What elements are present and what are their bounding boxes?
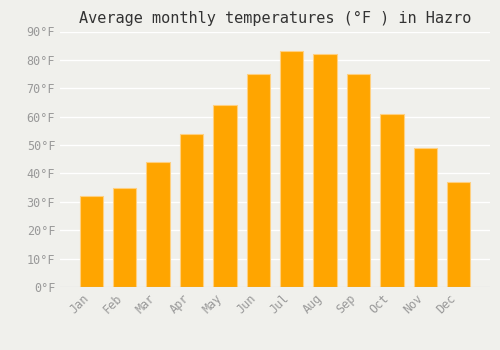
Bar <box>180 134 203 287</box>
Bar <box>146 162 170 287</box>
Bar <box>213 105 236 287</box>
Bar <box>414 148 437 287</box>
Bar <box>347 74 370 287</box>
Title: Average monthly temperatures (°F ) in Hazro: Average monthly temperatures (°F ) in Ha… <box>79 11 471 26</box>
Bar <box>314 54 337 287</box>
Bar <box>447 182 470 287</box>
Bar <box>80 196 103 287</box>
Bar <box>280 51 303 287</box>
Bar <box>380 114 404 287</box>
Bar <box>246 74 270 287</box>
Bar <box>113 188 136 287</box>
